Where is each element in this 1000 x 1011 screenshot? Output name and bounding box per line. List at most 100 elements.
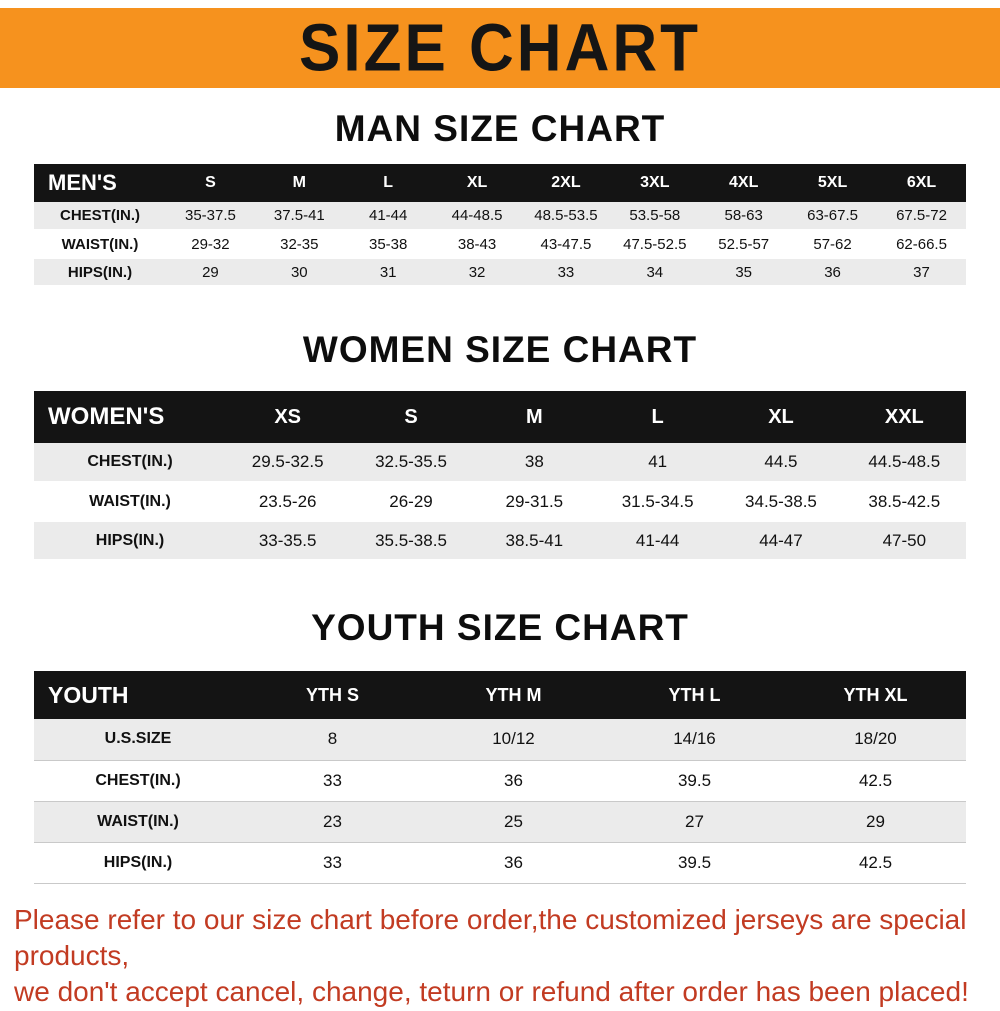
table-cell: 8 [327, 729, 338, 749]
table-cell: 44.5 [764, 452, 798, 471]
table-cell: 35-37.5 [185, 207, 236, 224]
table-row: HIPS(IN.) 29 30 31 32 33 34 35 36 37 [34, 258, 966, 286]
table-row: CHEST(IN.) 29.5-32.5 32.5-35.5 38 41 44.5 44.5… [34, 443, 966, 482]
table-cell: 48.5-53.5 [534, 207, 598, 224]
table-cell: 26-29 [389, 491, 433, 511]
table-cell: 36 [504, 852, 523, 872]
table-cell: 41-44 [635, 530, 680, 550]
table-cell: 36 [504, 770, 523, 790]
table-cell: 63-67.5 [807, 207, 858, 224]
banner-title: SIZE CHART [299, 10, 701, 86]
column-header: YTH M [485, 684, 542, 705]
table-cell: 39.5 [677, 852, 712, 872]
column-header: XL [768, 405, 794, 428]
table-cell: 42.5 [858, 852, 893, 872]
table-cell: 32-35 [280, 235, 319, 253]
men-size-table: MEN'S S M L XL 2XL 3XL 4XL 5XL 6XL CHEST(IN.) 35-37… [34, 164, 966, 287]
disclaimer-note: Please refer to our size chart before or… [14, 902, 1000, 1011]
table-row: WAIST(IN.) 23.5-26 26-29 29-31.5 31.5-34.5 34… [34, 482, 966, 521]
table-header-row: YOUTH YTH S YTH M YTH L YTH XL [34, 671, 966, 719]
table-cell: 38.5-42.5 [868, 491, 941, 511]
column-header: S [205, 174, 216, 191]
column-header: XL [466, 174, 488, 191]
column-header: L [651, 405, 664, 428]
table-cell: 35 [735, 263, 753, 281]
column-header: 5XL [817, 174, 848, 191]
table-cell: 34 [646, 263, 664, 281]
table-cell: 29.5-32.5 [251, 452, 324, 471]
table-cell: 29-31.5 [505, 491, 564, 511]
women-section-heading: WOMEN SIZE CHART [302, 329, 698, 370]
table-row: CHEST(IN.) 35-37.5 37.5-41 41-44 44-48.5 48.5… [34, 202, 966, 230]
table-cell: 37.5-41 [273, 207, 325, 224]
table-cell: 23.5-26 [258, 491, 317, 511]
table-cell: 58-63 [724, 207, 763, 224]
table-cell: 52.5-57 [718, 235, 770, 253]
man-section-heading: MAN SIZE CHART [334, 108, 666, 149]
row-label: WAIST(IN.) [61, 235, 139, 253]
row-label: HIPS(IN.) [95, 531, 165, 549]
table-header-row: WOMEN'S XS S M L XL XXL [34, 391, 966, 443]
women-size-table: WOMEN'S XS S M L XL XXL CHEST(IN.) 29.5-32.5 32.5… [34, 391, 966, 561]
column-header: L [383, 174, 394, 191]
column-header: M [292, 174, 306, 191]
table-row: WAIST(IN.) 23 25 27 29 [34, 801, 966, 842]
table-cell: 38.5-41 [505, 530, 564, 550]
table-cell: 10/12 [492, 729, 535, 749]
table-cell: 43-47.5 [540, 235, 592, 253]
table-cell: 41-44 [369, 207, 408, 224]
row-label: WAIST(IN.) [89, 492, 171, 510]
table-cell: 33 [323, 770, 342, 790]
table-row: HIPS(IN.) 33-35.5 35.5-38.5 38.5-41 41-44 44-… [34, 521, 966, 560]
table-cell: 35.5-38.5 [375, 530, 447, 550]
table-cell: 37 [913, 263, 930, 281]
table-cell: 32.5-35.5 [375, 452, 447, 471]
table-cell: 62-66.5 [896, 235, 947, 253]
youth-size-table: YOUTH YTH S YTH M YTH L YTH XL U.S.SIZE 8 10/12… [34, 671, 966, 884]
column-header: YTH L [668, 684, 721, 705]
table-cell: 25 [504, 811, 523, 831]
column-header: 3XL [640, 174, 670, 191]
table-header-row: MEN'S S M L XL 2XL 3XL 4XL 5XL 6XL [34, 164, 966, 202]
table-cell: 29 [866, 811, 885, 831]
table-title-cell: WOMEN'S [48, 403, 165, 430]
row-label: HIPS(IN.) [67, 263, 133, 281]
row-label: WAIST(IN.) [97, 812, 179, 830]
row-label: U.S.SIZE [104, 730, 172, 748]
row-label: CHEST(IN.) [60, 207, 140, 224]
size-chart-banner: SIZE CHART [0, 8, 1000, 88]
column-header: 2XL [551, 174, 581, 191]
table-cell: 33 [557, 263, 575, 281]
column-header: YTH XL [843, 684, 908, 705]
table-cell: 38 [524, 452, 544, 471]
table-cell: 44.5-48.5 [868, 452, 941, 471]
row-label: CHEST(IN.) [95, 771, 181, 789]
table-cell: 31.5-34.5 [621, 491, 694, 511]
table-cell: 34.5-38.5 [745, 491, 817, 511]
disclaimer-line-1: Please refer to our size chart before or… [14, 903, 967, 971]
table-cell: 29 [202, 263, 219, 281]
table-cell: 41 [648, 452, 668, 471]
table-cell: 57-62 [813, 235, 852, 253]
table-cell: 14/16 [673, 729, 716, 749]
table-cell: 33 [323, 852, 342, 872]
table-row: U.S.SIZE 8 10/12 14/16 18/20 [34, 719, 966, 760]
disclaimer-line-2: we don't accept cancel, change, teturn o… [14, 976, 969, 1008]
table-row: HIPS(IN.) 33 36 39.5 42.5 [34, 842, 966, 883]
column-header: XS [274, 405, 301, 428]
table-cell: 38-43 [457, 235, 497, 253]
table-cell: 36 [824, 263, 841, 281]
table-cell: 33-35.5 [258, 530, 317, 550]
row-label: HIPS(IN.) [103, 853, 173, 871]
table-cell: 18/20 [854, 729, 897, 749]
table-cell: 47.5-52.5 [623, 235, 687, 253]
table-cell: 30 [290, 263, 308, 281]
table-cell: 27 [685, 811, 704, 831]
table-cell: 32 [468, 263, 486, 281]
column-header: 4XL [729, 174, 759, 191]
table-cell: 44-48.5 [451, 207, 503, 224]
table-cell: 31 [379, 263, 397, 281]
youth-section-heading: YOUTH SIZE CHART [311, 607, 689, 648]
column-header: XXL [884, 405, 924, 428]
column-header: M [525, 405, 543, 428]
